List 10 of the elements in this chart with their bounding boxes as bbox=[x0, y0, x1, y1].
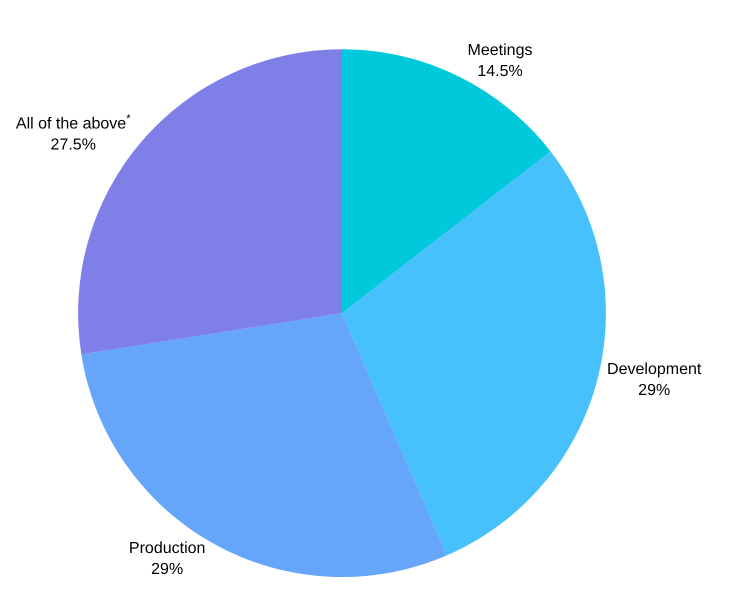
slice-label: Development bbox=[607, 361, 702, 378]
slice-label: Meetings bbox=[468, 42, 532, 60]
pie-slice bbox=[342, 151, 606, 556]
data-label: 27.5% bbox=[50, 136, 96, 154]
slice-label: Production bbox=[128, 540, 206, 558]
data-label: 29% bbox=[151, 560, 184, 578]
data-label: 14.5% bbox=[477, 62, 523, 80]
pie-slice bbox=[81, 313, 447, 577]
slice-label: All of the above$^{*}$ bbox=[16, 112, 132, 133]
data-label: 29% bbox=[638, 382, 670, 399]
